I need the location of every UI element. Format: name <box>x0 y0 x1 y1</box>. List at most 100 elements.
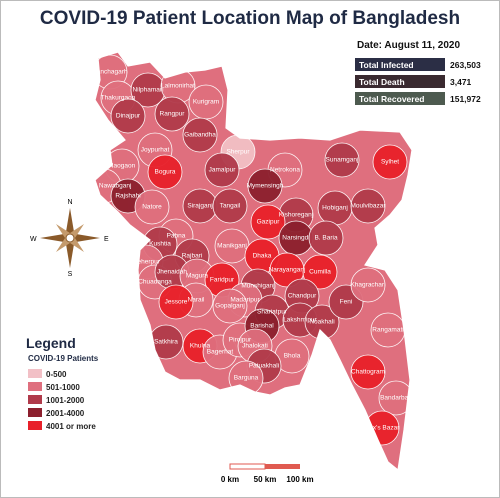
district-label: Moulvibazar <box>350 203 386 210</box>
district-area <box>378 380 412 416</box>
district-label: Netrokona <box>270 167 300 174</box>
district-label: Lalmonirhat <box>161 83 195 90</box>
district-area <box>308 220 344 256</box>
district-label: Sunamganj <box>326 157 359 164</box>
compass-s: S <box>68 271 73 278</box>
district-label: Madaripur <box>230 297 260 304</box>
district-label: Kushtia <box>149 241 171 248</box>
district-area <box>350 267 386 303</box>
legend-swatch <box>28 395 42 404</box>
district-label: Khulna <box>190 343 211 350</box>
district-label: Manikganj <box>217 243 247 250</box>
district-label: Kurigram <box>193 99 219 106</box>
legend-subtitle: COVID-19 Patients <box>28 354 99 363</box>
district-label: Chuadanga <box>138 279 172 286</box>
district-label: Mymensingh <box>247 183 284 190</box>
district-label: Chapai Nawabganj <box>77 183 132 190</box>
district-label: Thakurgaon <box>101 95 136 102</box>
district-label: Panchagarh <box>92 69 127 76</box>
district-label: Meherpur <box>132 259 161 266</box>
scale-label: 50 km <box>254 475 277 484</box>
district-label: Sylhet <box>381 159 399 166</box>
stat-value: 151,972 <box>450 94 481 104</box>
date: Date: August 11, 2020 <box>357 40 460 51</box>
district-label: Narail <box>188 297 206 304</box>
scale-label: 0 km <box>221 475 239 484</box>
district-label: Dinajpur <box>116 113 141 120</box>
district-label: Pabna <box>167 233 186 240</box>
stat-label: Total Recovered <box>359 94 425 104</box>
district-label: Gaibandha <box>184 132 216 139</box>
district-area <box>147 154 183 190</box>
district-area <box>134 189 170 225</box>
stat-value: 3,471 <box>450 77 472 87</box>
district-label: Natore <box>142 204 162 211</box>
district-label: Bogura <box>155 169 176 176</box>
compass-n: N <box>67 199 72 206</box>
stat-box <box>355 75 445 88</box>
compass-e: E <box>104 236 109 243</box>
district-label: Bhola <box>284 353 301 360</box>
district-label: Khagrachari <box>350 282 385 289</box>
district-label: Magura <box>186 273 208 280</box>
district-label: Kishoreganj <box>279 212 313 219</box>
district-area <box>212 288 248 324</box>
legend-swatch <box>28 369 42 378</box>
district-label: Cumilla <box>309 269 331 276</box>
scale-label: 100 km <box>286 475 313 484</box>
legend-swatch <box>28 382 42 391</box>
district-label: Shariatpur <box>257 309 288 316</box>
legend-label: 501-1000 <box>46 383 80 392</box>
legend-label: 1001-2000 <box>46 396 85 405</box>
district-label: Rangamati <box>372 327 403 334</box>
district-area <box>182 117 218 153</box>
district-label: Narayanganj <box>269 267 306 274</box>
district-label: Feni <box>340 299 353 306</box>
district-area <box>154 96 190 132</box>
district-label: Naogaon <box>109 163 136 170</box>
district-area <box>204 152 240 188</box>
district-label: Chattogram <box>351 369 385 376</box>
district-label: Rajbari <box>182 253 203 260</box>
stat-label: Total Infected <box>359 60 414 70</box>
district-area <box>324 142 360 178</box>
district-label: Munshiganj <box>241 283 274 290</box>
district-area <box>247 168 283 204</box>
district-area <box>110 98 146 134</box>
district-label: Hobiganj <box>322 205 348 212</box>
title: COVID-19 Patient Location Map of Banglad… <box>40 8 460 29</box>
district-label: B. Baria <box>314 235 338 242</box>
district-label: Jhenaidah <box>157 269 187 276</box>
district-label: Cox's Bazar <box>365 425 401 432</box>
legend-swatch <box>28 408 42 417</box>
legend-swatch <box>28 421 42 430</box>
district-label: Jessore <box>165 299 188 306</box>
district-label: Satkhira <box>154 339 178 346</box>
legend-label: 2001-4000 <box>46 409 85 418</box>
stat-value: 263,503 <box>450 60 481 70</box>
scale-bar: 0 km 50 km 100 km <box>221 463 314 484</box>
district-label: Pirojpur <box>229 337 252 344</box>
district-label: Tangail <box>220 203 241 210</box>
district-label: Rajshahi <box>115 193 140 200</box>
district-area <box>250 204 286 240</box>
district-area <box>372 144 408 180</box>
district-label: Barguna <box>234 375 259 382</box>
district-label: Joypurhat <box>141 147 170 154</box>
districts <box>95 54 412 446</box>
legend-label: 4001 or more <box>46 422 96 431</box>
district-label: Gopalganj <box>215 303 245 310</box>
district-label: Jhalokati <box>242 343 268 350</box>
legend-title: Legend <box>26 335 76 351</box>
district-label: Nilphamari <box>132 87 163 94</box>
district-label: Dhaka <box>253 253 272 260</box>
compass: N S E W <box>30 199 109 278</box>
district-label: Faridpur <box>210 277 235 284</box>
district-area <box>302 254 338 290</box>
district-area <box>212 188 248 224</box>
district-label: Lakshmipur <box>283 317 317 324</box>
district-label: Gazipur <box>257 219 281 226</box>
district-area <box>350 354 386 390</box>
district-label: Jamalpur <box>209 167 237 174</box>
